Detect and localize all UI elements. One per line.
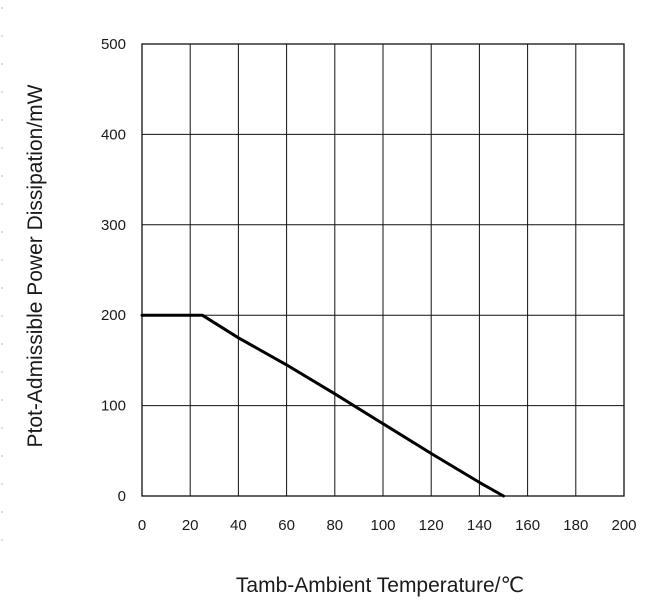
grid <box>142 44 624 496</box>
y-tick-labels: 0 100 200 300 400 500 <box>101 36 126 505</box>
y-tick-label: 300 <box>101 217 126 234</box>
x-axis-title: Tamb-Ambient Temperature/℃ <box>236 574 524 597</box>
y-tick-label: 0 <box>118 488 126 505</box>
x-tick-labels: 0 20 40 60 80 100 120 140 160 180 200 <box>138 517 637 534</box>
x-tick-label: 60 <box>278 517 295 534</box>
y-tick-label: 200 <box>101 307 126 324</box>
x-tick-label: 180 <box>563 517 588 534</box>
x-tick-label: 20 <box>182 517 199 534</box>
x-tick-label: 80 <box>326 517 343 534</box>
x-tick-label: 160 <box>515 517 540 534</box>
plot-frame <box>141 43 625 497</box>
y-tick-label: 100 <box>101 398 126 415</box>
y-axis-title: Ptot-Admissible Power Dissipation/mW <box>24 84 47 447</box>
x-tick-label: 200 <box>611 517 636 534</box>
x-tick-label: 0 <box>138 517 146 534</box>
y-tick-label: 500 <box>101 36 126 53</box>
series-layer <box>140 313 505 498</box>
left-edge-dashes <box>1 7 3 541</box>
y-tick-label: 400 <box>101 126 126 143</box>
x-tick-label: 40 <box>230 517 247 534</box>
derating-curve <box>140 313 505 498</box>
x-tick-label: 100 <box>370 517 395 534</box>
x-tick-label: 140 <box>467 517 492 534</box>
x-tick-label: 120 <box>419 517 444 534</box>
